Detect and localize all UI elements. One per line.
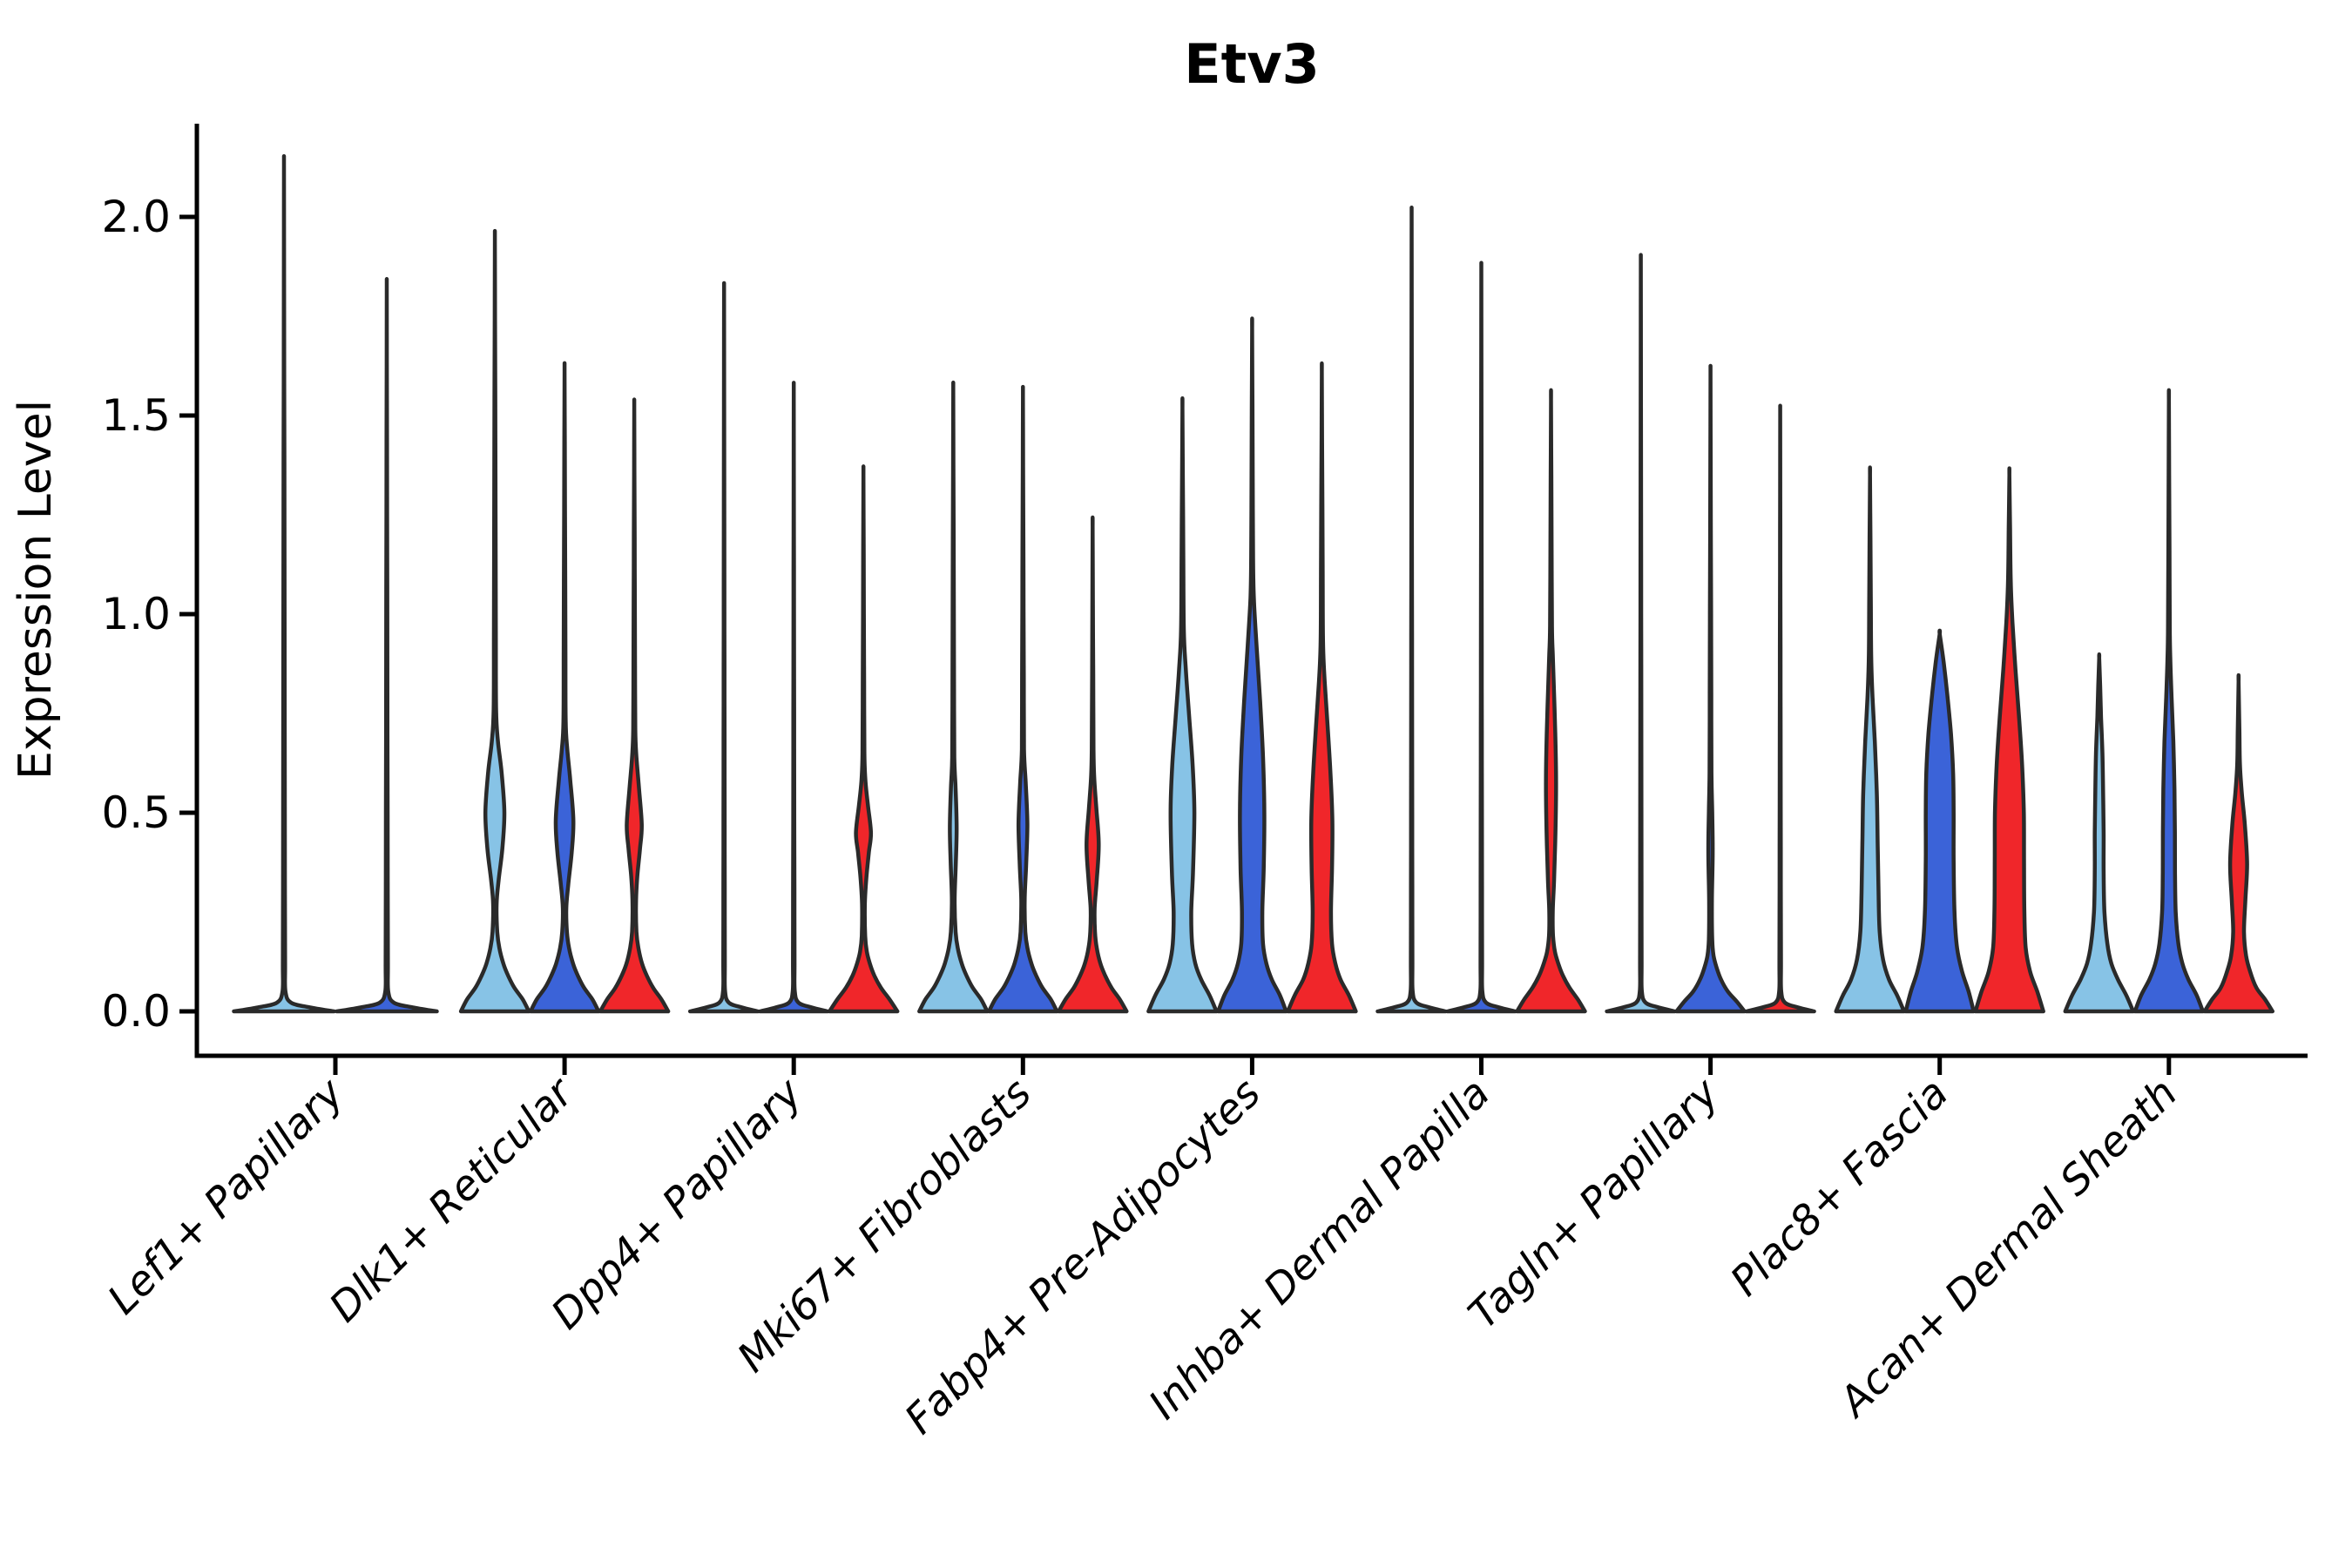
violin-fabp4-pre-adipocytes-red <box>1286 361 1358 1014</box>
y-tick-label: 2.0 <box>101 192 171 242</box>
violin-lef1-papillary-light-blue <box>232 154 336 1014</box>
chart-title: Etv3 <box>1184 32 1320 96</box>
violin-dlk1-reticular-royal-blue <box>528 361 601 1014</box>
violin-plac8-fascia-light-blue <box>1834 465 1906 1014</box>
y-tick-label: 0.5 <box>101 787 171 838</box>
violin-acan-dermal-sheath-light-blue <box>2063 652 2136 1014</box>
violin-inhba-dermal-papilla-light-blue <box>1375 206 1448 1014</box>
x-tick-label: Dpp4+ Papillary <box>543 1069 813 1339</box>
violin-mki67-fibroblasts-royal-blue <box>987 384 1059 1014</box>
violin-acan-dermal-sheath-red <box>2202 672 2275 1014</box>
violin-plac8-fascia-royal-blue <box>1903 628 1976 1014</box>
x-tick-label: Plac8+ Fascia <box>1721 1070 1957 1306</box>
violin-mki67-fibroblasts-red <box>1057 515 1129 1014</box>
y-tick-label: 1.5 <box>101 390 171 441</box>
violin-fabp4-pre-adipocytes-light-blue <box>1146 396 1219 1014</box>
y-tick-label: 0.0 <box>101 986 171 1037</box>
violin-mki67-fibroblasts-light-blue <box>917 380 990 1014</box>
violin-dlk1-reticular-red <box>598 397 671 1014</box>
violin-inhba-dermal-papilla-royal-blue <box>1445 260 1517 1014</box>
violin-acan-dermal-sheath-royal-blue <box>2132 388 2206 1014</box>
violin-tagln-papillary-light-blue <box>1605 253 1677 1014</box>
violin-inhba-dermal-papilla-red <box>1515 388 1587 1014</box>
violin-lef1-papillary-royal-blue <box>335 277 439 1014</box>
violin-tagln-papillary-red <box>1744 403 1816 1014</box>
y-axis-label: Expression Level <box>10 400 62 780</box>
x-tick-label: Dlk1+ Reticular <box>321 1068 585 1332</box>
x-tick-label: Tagln+ Papillary <box>1459 1069 1729 1339</box>
x-tick-label: Lef1+ Papillary <box>98 1069 354 1324</box>
y-tick-label: 1.0 <box>101 589 171 639</box>
axis-spines <box>194 124 2308 1058</box>
violin-dpp4-papillary-red <box>827 464 900 1014</box>
violin-dlk1-reticular-light-blue <box>458 228 531 1014</box>
violin-dpp4-papillary-royal-blue <box>757 381 830 1014</box>
violin-dpp4-papillary-light-blue <box>687 280 760 1014</box>
violin-fabp4-pre-adipocytes-royal-blue <box>1216 316 1288 1014</box>
violin-plac8-fascia-red <box>1973 466 2045 1014</box>
violin-tagln-papillary-royal-blue <box>1674 363 1747 1014</box>
